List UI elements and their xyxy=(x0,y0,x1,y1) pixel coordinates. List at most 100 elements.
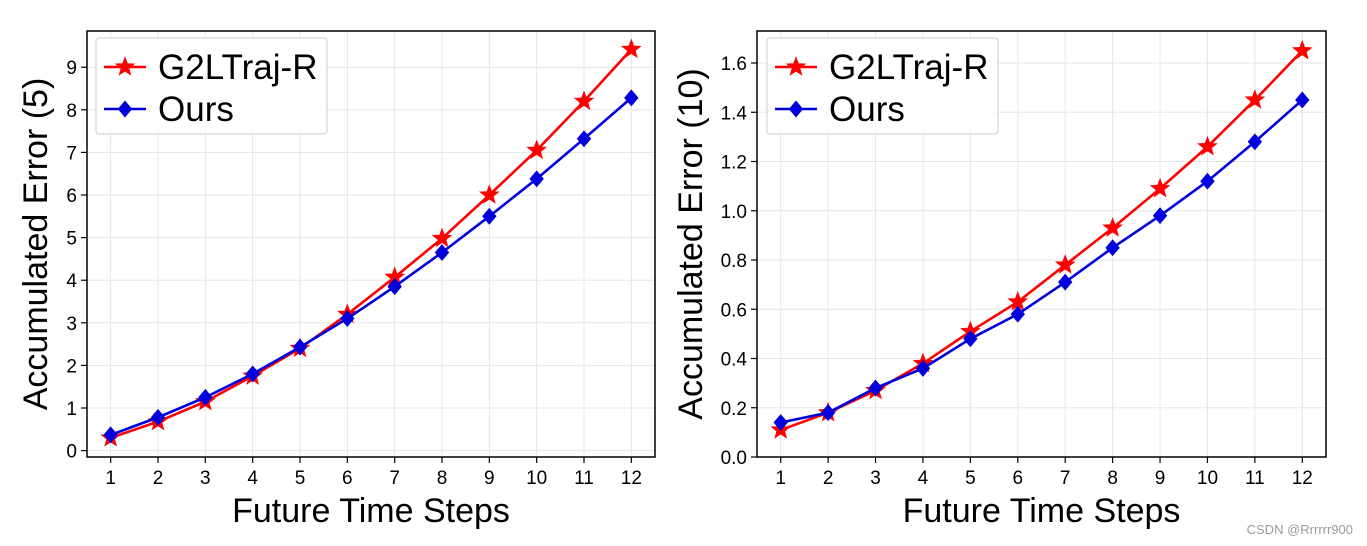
data-point xyxy=(820,404,836,422)
y-tick-label: 0.8 xyxy=(721,251,747,272)
data-point xyxy=(1054,254,1076,274)
y-tick-label: 0 xyxy=(66,442,77,463)
x-tick-label: 2 xyxy=(153,468,164,489)
x-tick-label: 4 xyxy=(918,468,929,489)
data-point xyxy=(1010,305,1025,323)
chart-panel-2: 1 2 3 4 5 6 7 8 9 10 11 120.00.20.40.60.81.01.21.41… xyxy=(672,30,1327,530)
data-point xyxy=(576,130,592,148)
x-tick-label: 2 xyxy=(823,468,834,489)
legend-label: Ours xyxy=(158,90,234,129)
x-tick-label: 3 xyxy=(870,468,881,489)
data-point xyxy=(479,184,500,204)
y-tick-label: 5 xyxy=(66,229,77,250)
x-tick-label: 10 xyxy=(526,468,547,489)
y-axis-title: Accumulated Error (5) xyxy=(17,78,55,411)
data-point xyxy=(198,388,213,406)
data-point xyxy=(573,90,595,111)
data-point xyxy=(868,379,883,397)
x-tick-label: 12 xyxy=(1292,468,1313,489)
legend-item-ours: Ours xyxy=(775,90,905,129)
x-tick-label: 1 xyxy=(105,468,116,489)
x-tick-label: 8 xyxy=(437,468,448,489)
y-tick-label: 0.4 xyxy=(721,350,748,371)
plot-frame xyxy=(756,30,1327,458)
x-axis: 1 2 3 4 5 6 7 8 9 10 11 12 xyxy=(105,457,642,489)
legend-box xyxy=(95,37,328,135)
legend-item-ours: Ours xyxy=(104,90,234,129)
data-point xyxy=(1200,172,1215,190)
y-tick-label: 8 xyxy=(66,101,77,122)
x-tick-label: 10 xyxy=(1197,468,1218,489)
y-tick-label: 1.0 xyxy=(721,202,747,223)
data-point xyxy=(292,338,308,356)
x-tick-label: 9 xyxy=(484,468,495,489)
series-ours xyxy=(103,89,639,444)
data-point xyxy=(773,414,788,431)
x-tick-label: 11 xyxy=(574,468,594,489)
legend-label: G2LTraj-R xyxy=(829,48,988,87)
y-axis: 0 1 2 3 4 5 6 7 8 9 xyxy=(66,58,87,463)
legend-marker xyxy=(114,56,136,76)
data-point xyxy=(103,426,118,444)
x-axis-title: Future Time Steps xyxy=(232,492,510,530)
watermark: CSDN @Rrrrrr900 xyxy=(1246,522,1353,537)
data-point xyxy=(1149,177,1171,198)
data-point xyxy=(529,170,544,188)
data-point xyxy=(387,278,402,296)
x-tick-label: 6 xyxy=(342,468,353,489)
y-tick-label: 1.2 xyxy=(721,153,747,174)
x-tick-label: 5 xyxy=(295,468,306,489)
legend-marker xyxy=(117,100,133,118)
series-line xyxy=(110,48,633,440)
data-point xyxy=(1291,39,1313,60)
data-point xyxy=(1152,207,1168,225)
x-tick-label: 7 xyxy=(1060,468,1071,489)
data-point xyxy=(1295,91,1310,109)
legend-marker xyxy=(785,56,807,76)
y-tick-label: 3 xyxy=(66,314,77,335)
data-point xyxy=(1247,133,1263,151)
data-point xyxy=(434,244,450,261)
data-point xyxy=(963,330,978,348)
x-tick-label: 7 xyxy=(389,468,400,489)
legend-label: Ours xyxy=(829,90,905,129)
data-point xyxy=(431,227,453,248)
data-point xyxy=(340,310,355,328)
x-tick-label: 5 xyxy=(965,468,976,489)
series-g2ltraj-r xyxy=(770,39,1313,439)
x-tick-label: 9 xyxy=(1155,468,1166,489)
y-tick-label: 1 xyxy=(66,399,77,420)
x-tick-label: 4 xyxy=(247,468,258,489)
y-tick-label: 4 xyxy=(66,271,77,292)
data-point xyxy=(245,365,260,383)
series-ours xyxy=(773,91,1310,431)
y-tick-label: 0.0 xyxy=(721,448,747,469)
y-tick-label: 0.2 xyxy=(721,399,747,420)
legend-item-g2ltraj-r: G2LTraj-R xyxy=(775,48,988,87)
x-tick-label: 6 xyxy=(1013,468,1024,489)
legend-label: G2LTraj-R xyxy=(158,48,317,87)
x-tick-label: 11 xyxy=(1245,468,1265,489)
x-tick-label: 3 xyxy=(200,468,211,489)
y-tick-label: 0.6 xyxy=(721,300,747,321)
data-point xyxy=(1244,89,1266,109)
y-tick-label: 7 xyxy=(66,143,77,164)
y-tick-label: 1.6 xyxy=(721,54,747,75)
y-tick-label: 2 xyxy=(66,356,77,377)
x-tick-label: 1 xyxy=(775,468,786,489)
plot-frame xyxy=(86,30,656,458)
data-point xyxy=(1102,217,1123,237)
data-point xyxy=(621,38,642,59)
y-axis-title: Accumulated Error (10) xyxy=(672,68,710,419)
data-point xyxy=(1105,239,1120,257)
x-tick-label: 12 xyxy=(621,468,642,489)
y-tick-label: 6 xyxy=(66,186,77,207)
data-point xyxy=(482,207,497,225)
series-line xyxy=(110,96,633,437)
legend-box xyxy=(766,37,999,135)
legend-marker xyxy=(788,100,804,118)
data-point xyxy=(915,359,931,377)
